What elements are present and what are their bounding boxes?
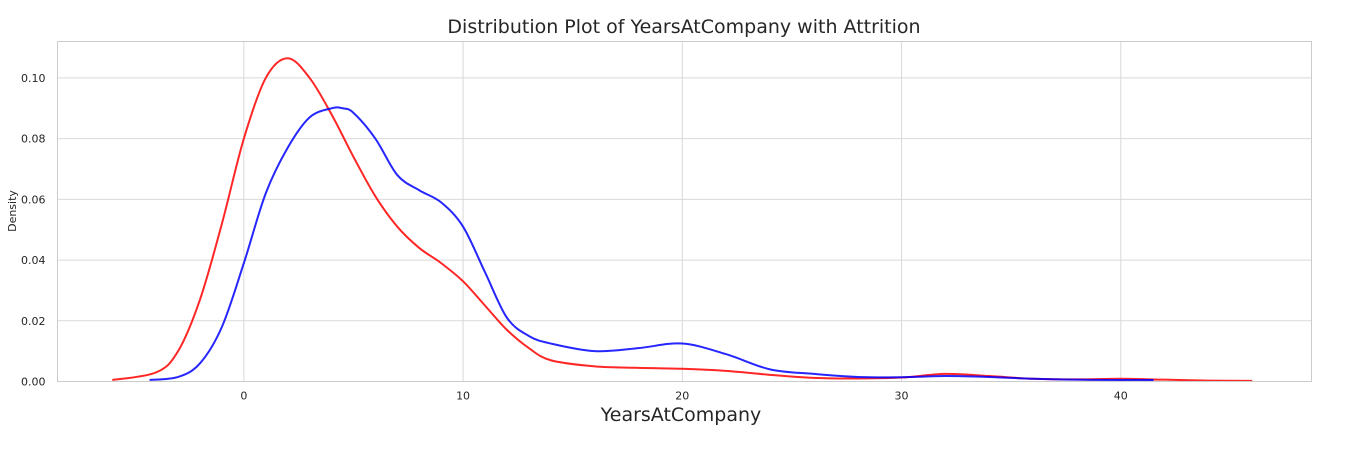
- y-tick-labels: 0.00 0.02 0.04 0.06 0.08 0.10: [21, 72, 46, 389]
- y-tick-label: 0.02: [21, 315, 46, 328]
- grid-lines: [57, 41, 1312, 382]
- x-tick-label: 20: [675, 390, 689, 403]
- chart-title: Distribution Plot of YearsAtCompany with…: [447, 16, 920, 38]
- series-lines: [112, 57, 1253, 382]
- x-tick-label: 40: [1114, 390, 1128, 403]
- x-tick-label: 0: [240, 390, 247, 403]
- y-axis-label: Density: [6, 190, 19, 232]
- y-tick-label: 0.04: [21, 254, 46, 267]
- y-tick-label: 0.08: [21, 133, 46, 146]
- plot-frame: [57, 41, 1312, 382]
- y-tick-label: 0.06: [21, 193, 46, 206]
- x-axis-label: YearsAtCompany: [600, 404, 762, 426]
- x-tick-label: 30: [895, 390, 909, 403]
- blue-density-line: [149, 106, 1154, 382]
- x-tick-labels: 0 10 20 30 40: [240, 390, 1127, 403]
- x-tick-label: 10: [456, 390, 470, 403]
- y-tick-label: 0.10: [21, 72, 46, 85]
- y-tick-label: 0.00: [21, 376, 46, 389]
